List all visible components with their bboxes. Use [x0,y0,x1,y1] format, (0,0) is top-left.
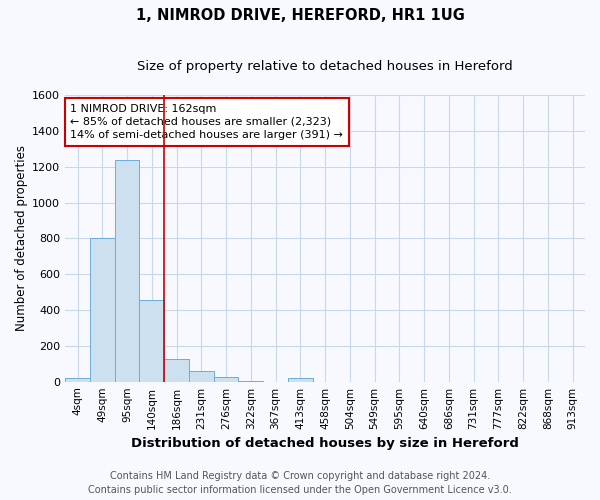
Bar [164,358,189,382]
Text: 1, NIMROD DRIVE, HEREFORD, HR1 1UG: 1, NIMROD DRIVE, HEREFORD, HR1 1UG [136,8,464,22]
Title: Size of property relative to detached houses in Hereford: Size of property relative to detached ho… [137,60,513,73]
Text: 1 NIMROD DRIVE: 162sqm
← 85% of detached houses are smaller (2,323)
14% of semi-: 1 NIMROD DRIVE: 162sqm ← 85% of detached… [70,104,343,140]
Bar [65,378,90,382]
Bar [288,378,313,382]
Bar [214,377,238,382]
Bar [115,160,139,382]
Bar [238,381,263,382]
Text: Contains HM Land Registry data © Crown copyright and database right 2024.
Contai: Contains HM Land Registry data © Crown c… [88,471,512,495]
X-axis label: Distribution of detached houses by size in Hereford: Distribution of detached houses by size … [131,437,519,450]
Bar [90,238,115,382]
Y-axis label: Number of detached properties: Number of detached properties [15,146,28,332]
Bar [189,370,214,382]
Bar [139,300,164,382]
